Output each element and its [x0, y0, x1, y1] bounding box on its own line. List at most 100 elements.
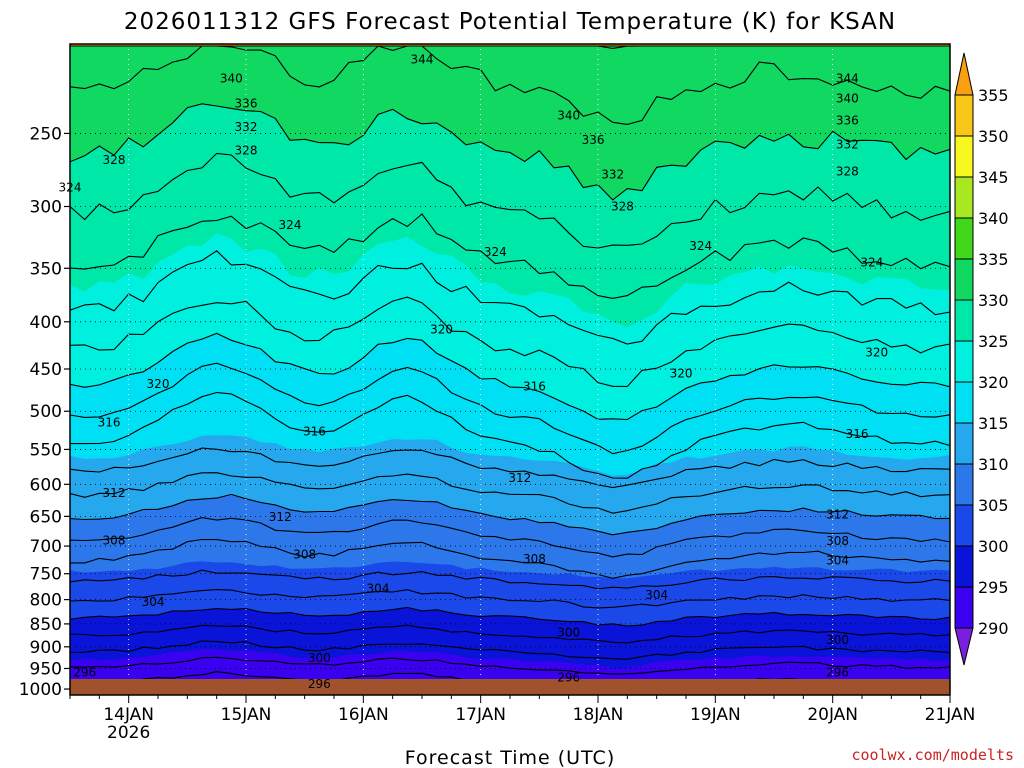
- contour-label-312: 312: [103, 486, 126, 500]
- y-tick-label-550: 550: [30, 440, 62, 460]
- colorbar-swatch-350: [954, 94, 974, 137]
- contour-label-300: 300: [557, 625, 580, 639]
- contour-label-340: 340: [836, 91, 859, 105]
- colorbar-label-355: 355: [978, 86, 1009, 105]
- contour-line-320: [70, 332, 950, 421]
- contour-lines: [70, 45, 950, 679]
- contour-label-336: 336: [235, 96, 258, 110]
- contour-label-324: 324: [279, 218, 302, 232]
- contour-line-316: [70, 391, 950, 479]
- contour-label-324: 324: [860, 256, 883, 270]
- contour-label-300: 300: [826, 633, 849, 647]
- colorbar-swatch-290: [954, 586, 974, 629]
- contour-label-344: 344: [836, 72, 859, 86]
- contour-line-314: [70, 447, 950, 489]
- colorbar-swatch-330: [954, 258, 974, 301]
- colorbar-label-335: 335: [978, 250, 1009, 269]
- colorbar-label-315: 315: [978, 414, 1009, 433]
- contour-line-322: [70, 296, 950, 388]
- colorbar-label-345: 345: [978, 168, 1009, 187]
- colorbar-swatch-320: [954, 340, 974, 383]
- colorbar-swatch-300: [954, 504, 974, 547]
- colorbar-swatch-345: [954, 135, 974, 178]
- colorbar-label-340: 340: [978, 209, 1009, 228]
- contour-label-324: 324: [689, 239, 712, 253]
- contour-label-316: 316: [98, 415, 121, 429]
- contour-line-310: [70, 493, 950, 536]
- contour-line-306: [70, 538, 950, 579]
- contour-line-328: [70, 152, 950, 249]
- contour-label-320: 320: [430, 323, 453, 337]
- colorbar-label-350: 350: [978, 127, 1009, 146]
- colorbar-swatch-295: [954, 545, 974, 588]
- x-axis-title: Forecast Time (UTC): [405, 747, 615, 768]
- contour-label-324: 324: [484, 245, 507, 259]
- colorbar-swatch-315: [954, 381, 974, 424]
- colorbar-label-290: 290: [978, 619, 1009, 638]
- colorbar-legend: 290 295 300 305 310 315 320 325 330 335 340 345 350 3…: [954, 52, 1009, 666]
- contour-line-324: [70, 250, 950, 345]
- y-tick-label-300: 300: [30, 198, 62, 218]
- contour-label-316: 316: [523, 379, 546, 393]
- y-tick-label-950: 950: [30, 659, 62, 679]
- x-tick-label-14JAN: 14JAN: [103, 705, 154, 725]
- contour-label-320: 320: [670, 366, 693, 380]
- y-tick-label-1000: 1000: [19, 680, 62, 700]
- contour-label-308: 308: [103, 533, 126, 547]
- contour-label-312: 312: [826, 508, 849, 522]
- x-tick-label-21JAN: 21JAN: [925, 705, 976, 725]
- contour-label-296: 296: [73, 666, 96, 680]
- x-tick-label-20JAN: 20JAN: [807, 705, 858, 725]
- chart-title: 2026011312 GFS Forecast Potential Temper…: [124, 9, 896, 35]
- colorbar-swatch-305: [954, 463, 974, 506]
- y-tick-label-350: 350: [30, 259, 62, 279]
- contour-label-308: 308: [523, 552, 546, 566]
- x-tick-label-19JAN: 19JAN: [690, 705, 741, 725]
- contour-label-312: 312: [508, 471, 531, 485]
- x-tick-label-15JAN: 15JAN: [221, 705, 272, 725]
- band-below-295: [70, 649, 950, 679]
- contour-label-320: 320: [865, 346, 888, 360]
- x-tick-label-17JAN: 17JAN: [455, 705, 506, 725]
- ground-strip: [70, 679, 950, 695]
- contour-label-328: 328: [235, 144, 258, 158]
- contour-label-296: 296: [308, 677, 331, 691]
- colorbar-upper-arrow: [954, 52, 974, 96]
- contour-label-328: 328: [103, 153, 126, 167]
- contour-label-340: 340: [557, 108, 580, 122]
- contour-label-312: 312: [269, 510, 292, 524]
- y-tick-label-800: 800: [30, 591, 62, 611]
- contour-label-344: 344: [411, 53, 434, 67]
- contour-label-304: 304: [645, 588, 668, 602]
- y-tick-label-400: 400: [30, 313, 62, 333]
- colorbar-swatch-335: [954, 217, 974, 260]
- contour-label-328: 328: [836, 165, 859, 179]
- contour-label-296: 296: [557, 671, 580, 685]
- contour-label-316: 316: [846, 427, 869, 441]
- contour-label-308: 308: [826, 534, 849, 548]
- y-tick-label-600: 600: [30, 475, 62, 495]
- x-tick-label-16JAN: 16JAN: [338, 705, 389, 725]
- contour-line-318: [70, 362, 950, 455]
- x-tick-sublabel-year: 2026: [107, 723, 150, 743]
- y-tick-label-750: 750: [30, 565, 62, 585]
- colorbar-label-305: 305: [978, 496, 1009, 515]
- credit-link[interactable]: coolwx.com/modelts: [851, 746, 1014, 764]
- contour-label-308: 308: [293, 548, 316, 562]
- contour-line-298: [70, 624, 950, 644]
- filled-contour-bands: [70, 44, 950, 679]
- x-tick-label-18JAN: 18JAN: [573, 705, 624, 725]
- contour-line-308: [70, 517, 950, 558]
- contour-label-332: 332: [235, 120, 258, 134]
- y-axis-pressure: 250 300 350 400 450 500 550 600 650 700 750 800 850 9…: [19, 124, 70, 700]
- y-tick-label-850: 850: [30, 615, 62, 635]
- contour-value-labels: 3443403363323283283243403363323283443403…: [59, 53, 889, 691]
- contour-label-340: 340: [220, 72, 243, 86]
- colorbar-label-325: 325: [978, 332, 1009, 351]
- contour-line-300: [70, 606, 950, 627]
- contour-label-332: 332: [601, 168, 624, 182]
- contour-label-300: 300: [308, 651, 331, 665]
- colorbar-label-300: 300: [978, 537, 1009, 556]
- contour-label-304: 304: [142, 595, 165, 609]
